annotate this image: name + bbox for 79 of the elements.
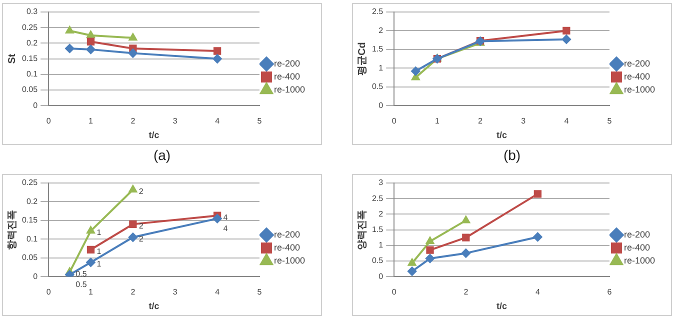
y-tick-label: 0.15 xyxy=(22,216,38,225)
y-tick-label: 1.5 xyxy=(372,225,384,234)
legend-label: re-200 xyxy=(624,229,650,240)
x-tick-label: 0 xyxy=(392,116,397,126)
annotation: 0.5 xyxy=(76,280,88,289)
x-axis-title: t/c xyxy=(496,130,508,140)
legend-label: re-400 xyxy=(624,71,650,82)
x-tick-label: 5 xyxy=(257,288,262,297)
y-tick-label: 2 xyxy=(378,209,384,218)
annotation: 2 xyxy=(138,234,144,244)
y-tick-label: 2.5 xyxy=(372,7,384,16)
y-tick-label: 0.1 xyxy=(26,70,38,79)
y-tick-label: 0.3 xyxy=(26,7,38,16)
y-tick-label: 3 xyxy=(378,178,384,188)
annotation: 1 xyxy=(96,246,102,256)
text: (a) xyxy=(152,147,172,163)
legend-label: re-200 xyxy=(274,229,300,240)
x-tick-label: 6 xyxy=(607,288,612,297)
x-axis-title: t/c xyxy=(496,301,508,312)
x-tick-label: 5 xyxy=(607,116,612,126)
y-tick-label: 2.5 xyxy=(372,194,384,203)
y-tick-label: 0.15 xyxy=(22,54,38,64)
y-tick-label: 0.1 xyxy=(26,234,38,244)
legend-label: re-400 xyxy=(624,242,650,252)
x-tick-label: 0 xyxy=(46,116,52,126)
y-tick-label: 0.05 xyxy=(22,253,38,262)
y-axis-title: 양력진폭 xyxy=(356,210,368,250)
y-tick-label: 0.05 xyxy=(22,85,38,94)
legend-label: re-200 xyxy=(274,58,300,68)
x-tick-label: 2 xyxy=(464,288,469,297)
y-tick-label: 1 xyxy=(378,63,384,72)
y-axis-title: St xyxy=(6,53,18,64)
y-tick-label: 0.5 xyxy=(372,82,384,92)
legend-label: re-1000 xyxy=(624,255,656,266)
y-axis-title: 항력진폭 xyxy=(6,210,18,250)
annotation: 4 xyxy=(223,224,228,233)
annotation: 4 xyxy=(223,212,228,222)
annotation: 0.5 xyxy=(76,269,88,278)
y-tick-label: 0 xyxy=(378,272,384,281)
y-tick-label: 0.2 xyxy=(26,38,38,48)
x-tick-label: 1 xyxy=(88,288,94,297)
x-tick-label: 0 xyxy=(46,288,52,297)
x-tick-label: 2 xyxy=(478,116,484,126)
annotation: 1 xyxy=(96,228,102,238)
y-tick-label: 0 xyxy=(33,100,38,110)
y-axis-title: 평균Cd xyxy=(356,42,368,76)
x-tick-label: 3 xyxy=(172,288,178,297)
legend-label: re-1000 xyxy=(274,84,306,94)
legend-label: re-1000 xyxy=(624,84,656,94)
x-tick-label: 3 xyxy=(172,116,178,126)
y-tick-label: 0.5 xyxy=(372,256,384,266)
x-tick-label: 3 xyxy=(521,116,526,126)
x-tick-label: 4 xyxy=(564,116,570,126)
y-tick-label: 0 xyxy=(33,272,38,281)
x-tick-label: 1 xyxy=(434,116,440,126)
x-tick-label: 5 xyxy=(257,116,262,126)
y-tick-label: 1.5 xyxy=(372,44,384,54)
y-tick-label: 2 xyxy=(378,26,384,35)
x-tick-label: 0 xyxy=(392,288,397,297)
x-tick-label: 4 xyxy=(215,116,220,126)
x-tick-label: 2 xyxy=(130,116,136,126)
x-tick-label: 4 xyxy=(215,288,220,297)
text: (b) xyxy=(502,147,522,163)
y-tick-label: 0.2 xyxy=(26,196,38,206)
legend-label: re-1000 xyxy=(274,255,306,266)
legend-label: re-400 xyxy=(274,71,300,82)
y-tick-label: 0.25 xyxy=(22,22,38,32)
legend-label: re-400 xyxy=(274,242,300,252)
y-tick-label: 0 xyxy=(378,100,384,110)
x-axis-title: t/c xyxy=(148,130,160,140)
legend-label: re-200 xyxy=(624,58,650,68)
x-tick-label: 1 xyxy=(88,116,94,126)
annotation: 2 xyxy=(138,186,144,196)
y-tick-label: 1 xyxy=(378,240,384,250)
x-tick-label: 2 xyxy=(130,288,136,297)
x-tick-label: 4 xyxy=(535,288,540,297)
y-tick-label: 0.25 xyxy=(22,178,38,188)
annotation: 1 xyxy=(96,260,102,269)
x-axis-title: t/c xyxy=(148,301,160,312)
